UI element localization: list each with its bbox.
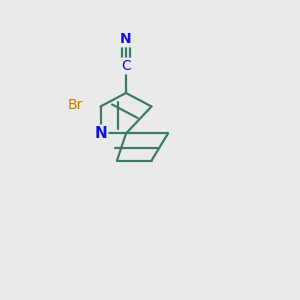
Text: N: N (94, 126, 107, 141)
Text: N: N (120, 32, 132, 46)
Text: C: C (121, 59, 131, 73)
Text: Br: Br (67, 98, 83, 112)
